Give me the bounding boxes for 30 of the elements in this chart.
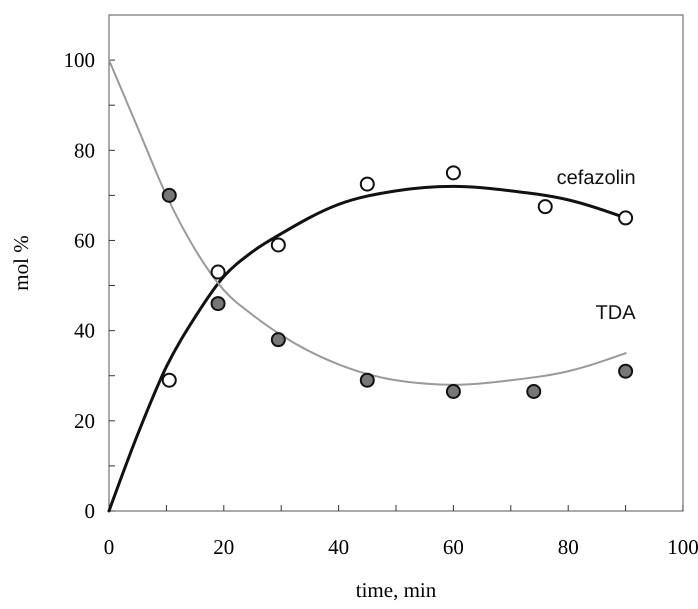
y-tick-label: 20 xyxy=(74,408,95,433)
point xyxy=(162,188,177,203)
x-tick-label: 100 xyxy=(667,535,698,559)
x-tick-label: 60 xyxy=(442,535,464,559)
point xyxy=(446,165,461,180)
y-tick-label: 0 xyxy=(84,499,95,523)
series-label: TDA xyxy=(596,302,636,324)
point xyxy=(446,384,461,400)
x-tick-label: 0 xyxy=(104,535,114,559)
point xyxy=(618,364,634,379)
point xyxy=(270,332,286,348)
point xyxy=(210,264,226,280)
y-tick-label: 80 xyxy=(74,138,95,162)
y-tick-label: 40 xyxy=(74,318,95,343)
series-label: cefazolin xyxy=(556,166,636,189)
x-tick-label: 40 xyxy=(328,535,350,559)
x-axis-title: time, min xyxy=(356,578,437,602)
point xyxy=(210,296,226,312)
point xyxy=(618,210,634,226)
point xyxy=(538,199,553,214)
y-axis-title: mol % xyxy=(9,235,33,291)
y-tick-label: 100 xyxy=(64,48,95,72)
point xyxy=(360,176,375,192)
point xyxy=(270,237,286,252)
point xyxy=(526,384,542,400)
point xyxy=(162,372,177,388)
y-tick-label: 60 xyxy=(74,228,95,252)
point xyxy=(360,372,375,388)
x-tick-label: 80 xyxy=(558,535,579,559)
x-tick-label: 20 xyxy=(213,535,234,559)
